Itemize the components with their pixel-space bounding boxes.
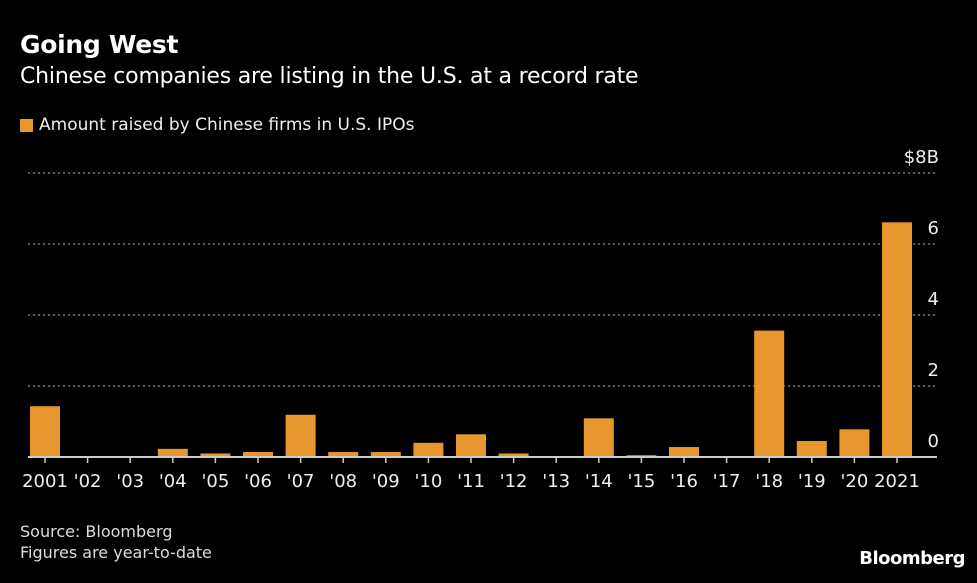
x-tick-label: '06 — [244, 471, 272, 492]
x-tick-label: '13 — [542, 471, 570, 492]
bar-07 — [285, 414, 316, 457]
x-tick-label: '19 — [798, 471, 826, 492]
bar-2001 — [30, 406, 60, 457]
y-tick-label: 6 — [928, 218, 939, 239]
legend: Amount raised by Chinese firms in U.S. I… — [20, 115, 415, 135]
x-tick-label: '08 — [329, 471, 357, 492]
bar-06 — [243, 452, 273, 457]
bar-10 — [413, 442, 444, 457]
x-tick-label: '03 — [116, 471, 144, 492]
x-tick-label: 2001 — [22, 471, 68, 492]
bar-14 — [583, 418, 614, 457]
x-tick-label: '09 — [372, 471, 400, 492]
chart-subtitle: Chinese companies are listing in the U.S… — [20, 64, 639, 89]
y-tick-label: 2 — [928, 360, 939, 381]
x-tick-label: '14 — [585, 471, 613, 492]
x-tick-label: '07 — [287, 471, 315, 492]
x-tick-label: '18 — [755, 471, 783, 492]
bar-12 — [498, 453, 529, 457]
y-tick-label: 4 — [928, 289, 939, 310]
bar-19 — [796, 441, 827, 457]
x-tick-label: '20 — [840, 471, 868, 492]
x-tick-label: '10 — [414, 471, 442, 492]
bar-04 — [157, 448, 188, 457]
bar-18 — [754, 330, 785, 457]
x-tick-label: 2021 — [874, 471, 920, 492]
bar-20 — [839, 429, 870, 457]
x-tick-label: '04 — [159, 471, 187, 492]
bar-16 — [669, 447, 699, 457]
x-tick-label: '05 — [201, 471, 229, 492]
x-tick-label: '02 — [74, 471, 102, 492]
legend-swatch — [20, 118, 33, 132]
x-tick-label: '11 — [457, 471, 485, 492]
legend-label: Amount raised by Chinese firms in U.S. I… — [39, 115, 415, 135]
bar-11 — [456, 434, 486, 457]
footer: Source: Bloomberg Figures are year-to-da… — [20, 521, 212, 563]
chart-title: Going West — [20, 30, 179, 59]
bar-2021 — [882, 222, 912, 457]
bar-09 — [370, 452, 401, 457]
y-tick-label: 0 — [928, 431, 939, 452]
x-tick-label: '16 — [670, 471, 698, 492]
bar-05 — [200, 453, 231, 457]
x-tick-label: '17 — [713, 471, 741, 492]
figures-note: Figures are year-to-date — [20, 543, 212, 562]
x-tick-label: '12 — [500, 471, 528, 492]
source-note: Source: Bloomberg — [20, 522, 173, 541]
bloomberg-logo: Bloomberg — [859, 548, 965, 569]
x-tick-label: '15 — [627, 471, 655, 492]
bar-08 — [328, 452, 359, 457]
y-tick-label: $8B — [904, 147, 939, 168]
